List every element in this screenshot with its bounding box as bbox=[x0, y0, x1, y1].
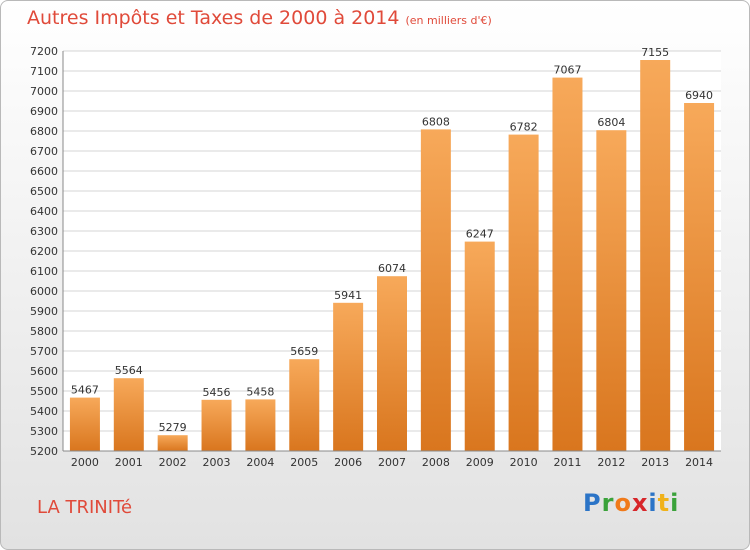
y-tick-label: 6200 bbox=[30, 245, 58, 258]
x-tick-label: 2002 bbox=[159, 456, 187, 469]
bar bbox=[377, 276, 407, 451]
x-tick-label: 2013 bbox=[641, 456, 669, 469]
logo-letter: r bbox=[601, 489, 615, 517]
data-label: 5279 bbox=[159, 421, 187, 434]
bar bbox=[508, 134, 539, 451]
logo-letter: x bbox=[631, 489, 649, 517]
y-tick-label: 6100 bbox=[30, 265, 58, 278]
y-tick-label: 5600 bbox=[30, 365, 58, 378]
y-tick-label: 6900 bbox=[30, 105, 58, 118]
y-tick-label: 5900 bbox=[30, 305, 58, 318]
proxiti-logo: Proxiti bbox=[583, 489, 679, 517]
bar bbox=[552, 77, 583, 451]
bar bbox=[596, 130, 627, 451]
bar bbox=[333, 302, 364, 451]
x-tick-label: 2014 bbox=[685, 456, 713, 469]
logo-letter: P bbox=[583, 489, 602, 517]
x-tick-label: 2012 bbox=[597, 456, 625, 469]
bar bbox=[113, 378, 144, 451]
bar bbox=[464, 241, 495, 451]
y-tick-label: 5800 bbox=[30, 325, 58, 338]
y-tick-label: 5400 bbox=[30, 405, 58, 418]
y-tick-label: 7000 bbox=[30, 85, 58, 98]
x-tick-label: 2004 bbox=[246, 456, 274, 469]
x-tick-label: 2011 bbox=[553, 456, 581, 469]
data-label: 7155 bbox=[641, 46, 669, 59]
chart-title: Autres Impôts et Taxes de 2000 à 2014 (en… bbox=[27, 7, 492, 29]
x-tick-label: 2001 bbox=[115, 456, 143, 469]
data-label: 5941 bbox=[334, 289, 362, 302]
bar bbox=[684, 103, 715, 451]
data-label: 5456 bbox=[203, 386, 231, 399]
y-tick-label: 7100 bbox=[30, 65, 58, 78]
y-tick-label: 7200 bbox=[30, 45, 58, 58]
logo-letter: i bbox=[670, 489, 680, 517]
x-tick-label: 2009 bbox=[466, 456, 494, 469]
data-label: 6804 bbox=[597, 116, 625, 129]
chart-subtitle: (en milliers d'€) bbox=[405, 14, 492, 27]
y-tick-label: 5500 bbox=[30, 385, 58, 398]
x-tick-label: 2000 bbox=[71, 456, 99, 469]
data-label: 7067 bbox=[553, 64, 581, 77]
x-tick-label: 2005 bbox=[290, 456, 318, 469]
y-tick-label: 6000 bbox=[30, 285, 58, 298]
y-tick-label: 5300 bbox=[30, 425, 58, 438]
data-label: 5564 bbox=[115, 364, 143, 377]
x-tick-label: 2006 bbox=[334, 456, 362, 469]
x-tick-label: 2010 bbox=[510, 456, 538, 469]
location-label: LA TRINITé bbox=[37, 497, 133, 518]
data-label: 6808 bbox=[422, 115, 450, 128]
data-label: 6074 bbox=[378, 262, 406, 275]
bar bbox=[157, 435, 188, 451]
bar bbox=[245, 399, 276, 451]
y-tick-label: 6400 bbox=[30, 205, 58, 218]
logo-letter: o bbox=[614, 489, 632, 517]
bar bbox=[420, 129, 451, 451]
data-label: 5458 bbox=[246, 385, 274, 398]
x-tick-label: 2003 bbox=[203, 456, 231, 469]
data-label: 6782 bbox=[510, 121, 538, 134]
logo-letter: t bbox=[657, 489, 671, 517]
y-tick-label: 5200 bbox=[30, 445, 58, 458]
y-tick-label: 6800 bbox=[30, 125, 58, 138]
y-tick-label: 6500 bbox=[30, 185, 58, 198]
chart-title-text: Autres Impôts et Taxes de 2000 à 2014 bbox=[27, 7, 400, 29]
x-tick-label: 2007 bbox=[378, 456, 406, 469]
data-label: 5659 bbox=[290, 345, 318, 358]
data-label: 6940 bbox=[685, 89, 713, 102]
y-tick-label: 5700 bbox=[30, 345, 58, 358]
bar bbox=[69, 397, 100, 451]
bar bbox=[201, 399, 232, 451]
y-tick-label: 6700 bbox=[30, 145, 58, 158]
y-tick-label: 6300 bbox=[30, 225, 58, 238]
x-tick-label: 2008 bbox=[422, 456, 450, 469]
data-label: 5467 bbox=[71, 384, 99, 397]
logo-letter: i bbox=[648, 489, 658, 517]
data-label: 6247 bbox=[466, 228, 494, 241]
bar bbox=[640, 60, 671, 451]
bar bbox=[289, 359, 320, 451]
y-tick-label: 6600 bbox=[30, 165, 58, 178]
